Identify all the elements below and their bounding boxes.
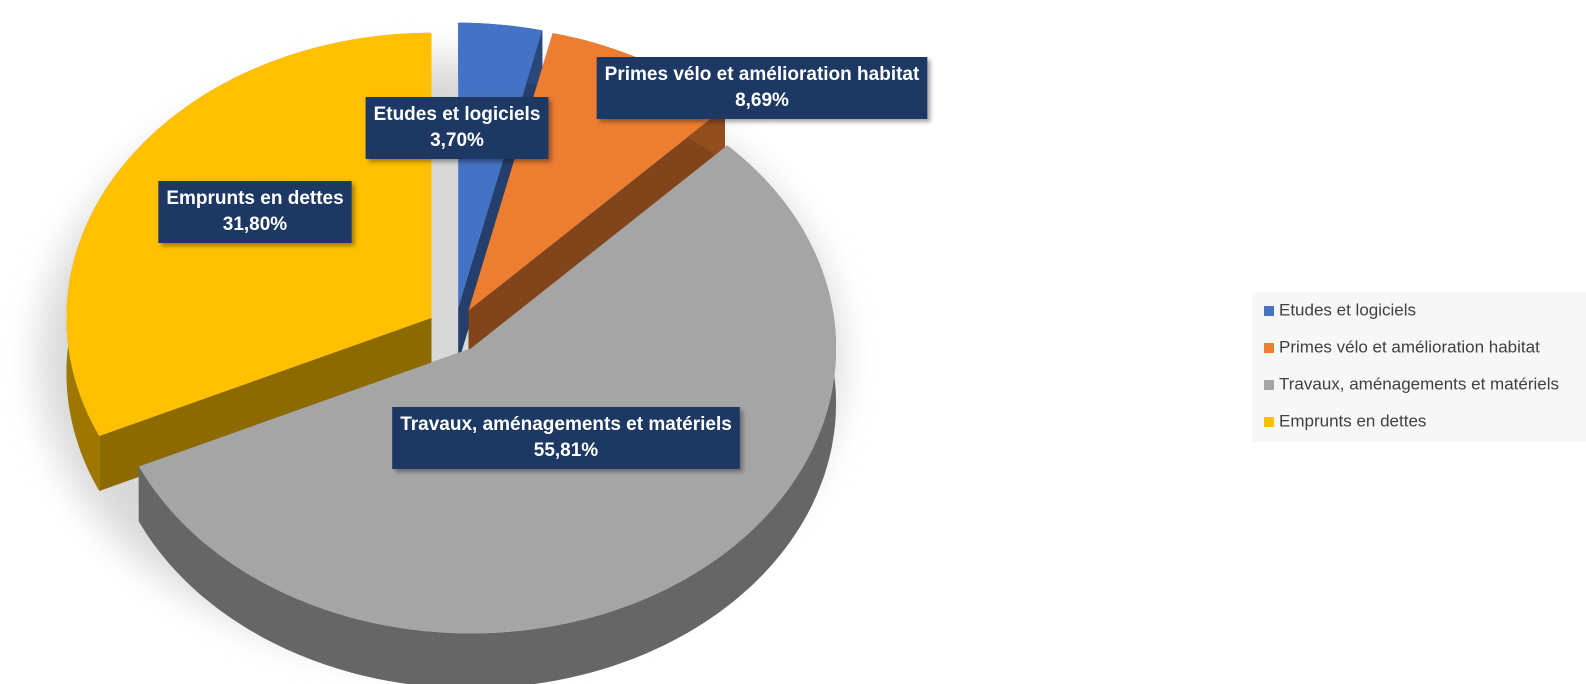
slice-side (99, 317, 432, 491)
slice (458, 22, 543, 308)
legend: Etudes et logiciels Primes vélo et amélio… (1264, 300, 1559, 430)
data-label-box (596, 57, 928, 119)
data-label-box (392, 407, 740, 469)
legend-swatch (1264, 306, 1274, 316)
legend-box (1252, 292, 1586, 442)
pie (66, 22, 837, 684)
legend-swatch (1264, 380, 1274, 390)
data-label-category: Primes vélo et amélioration habitat (605, 64, 920, 85)
data-label-box (158, 181, 352, 243)
data-label-category: Etudes et logiciels (374, 104, 541, 125)
legend-label: Travaux, aménagements et matériels (1279, 374, 1559, 393)
legend-swatch (1264, 343, 1274, 353)
data-label-category: Emprunts en dettes (166, 188, 343, 209)
data-labels: Etudes et logiciels 3,70% Primes vélo et a… (158, 57, 928, 469)
legend-label: Primes vélo et amélioration habitat (1279, 337, 1540, 356)
data-label-value: 8,69% (735, 90, 789, 111)
data-label-value: 31,80% (223, 214, 288, 235)
legend-swatch (1264, 417, 1274, 427)
slice (138, 145, 837, 634)
data-label-value: 55,81% (534, 440, 599, 461)
legend-label: Emprunts en dettes (1279, 411, 1426, 430)
data-label-box (365, 97, 549, 159)
data-label-value: 3,70% (430, 130, 484, 151)
legend-label: Etudes et logiciels (1279, 300, 1416, 319)
data-label-category: Travaux, aménagements et matériels (400, 414, 732, 435)
